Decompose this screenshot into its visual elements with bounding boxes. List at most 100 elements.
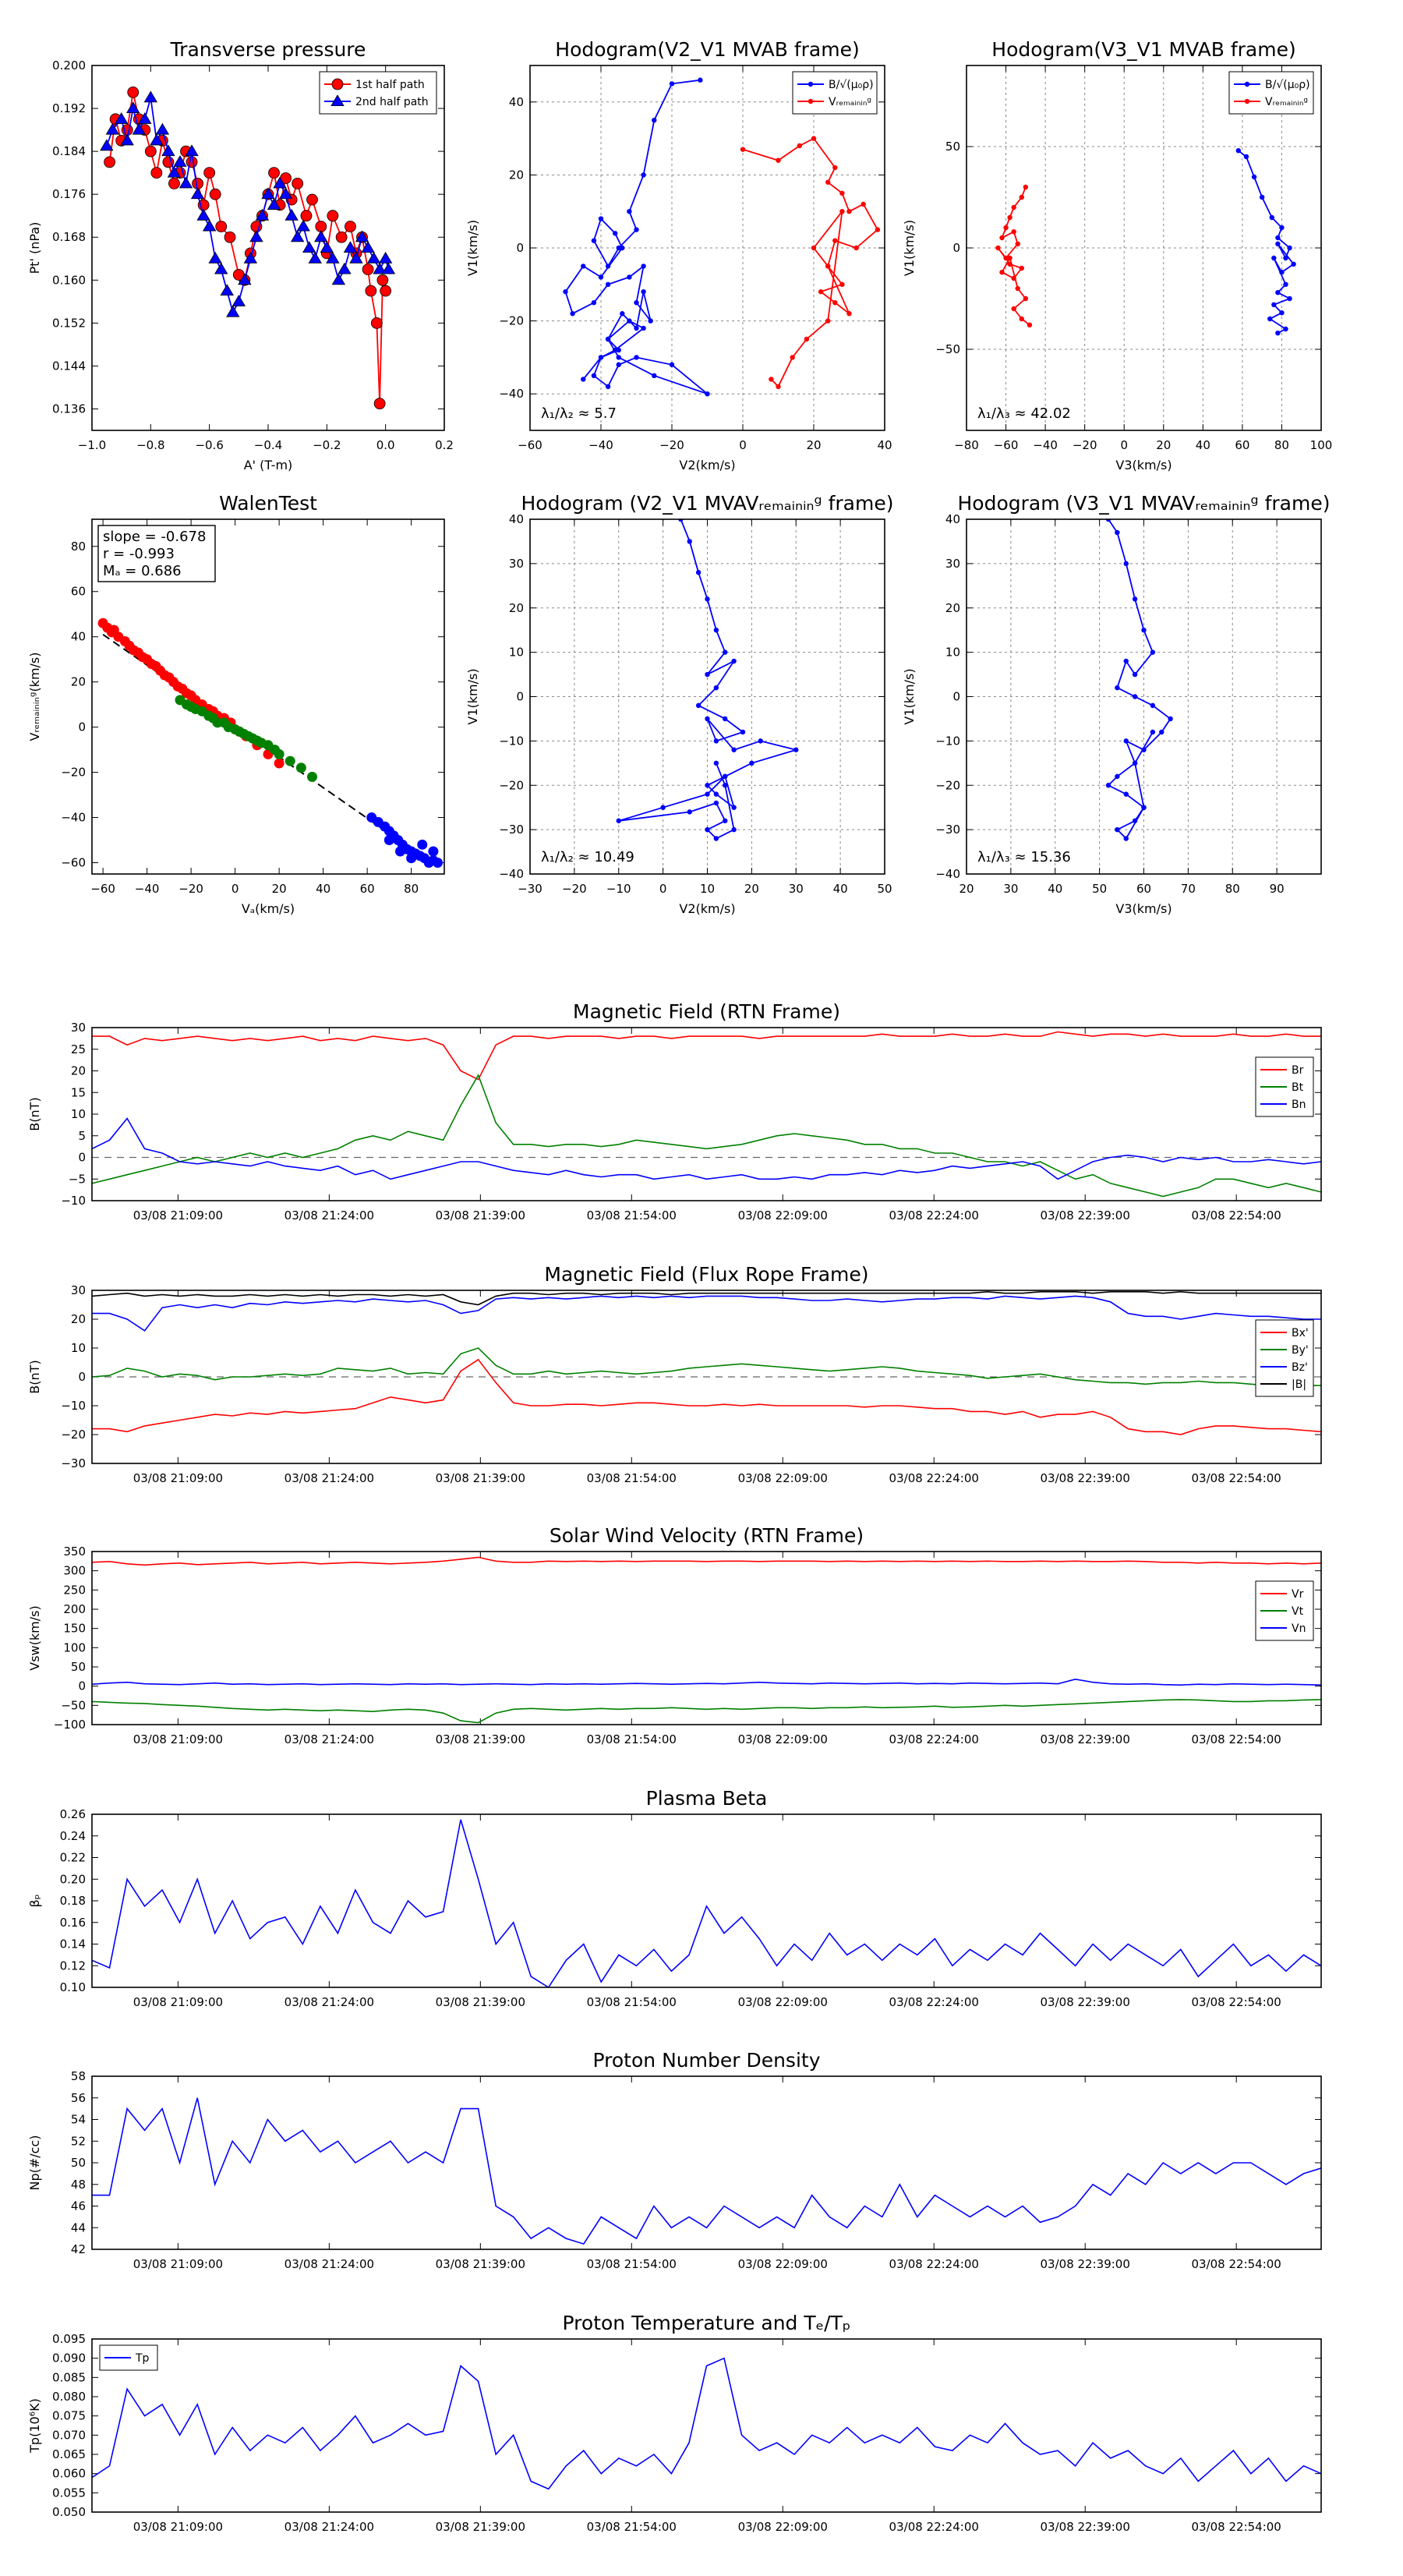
- data-point: [1023, 184, 1029, 190]
- series-line: [92, 1347, 1321, 1388]
- x-tick-label: −60: [518, 438, 542, 452]
- x-tick-label: 03/08 21:39:00: [436, 1471, 525, 1485]
- data-point: [178, 176, 193, 189]
- data-point: [1283, 281, 1288, 287]
- chart-title: Hodogram (V2_V1 MVAVᵣₑₘₐᵢₙᵢₙᵍ frame): [521, 492, 893, 515]
- data-point: [1271, 302, 1277, 307]
- data-point: [126, 101, 140, 114]
- series-1: [995, 184, 1033, 327]
- x-tick-label: 03/08 21:09:00: [133, 2520, 223, 2534]
- plot-area: [995, 148, 1296, 336]
- x-tick-label: −0.2: [313, 438, 341, 452]
- x-tick-label: −0.4: [254, 438, 282, 452]
- series-line: [92, 1556, 1321, 1566]
- y-tick-label: 0: [78, 720, 86, 734]
- series-line: [92, 1117, 1321, 1180]
- data-point: [224, 231, 236, 243]
- series-0: [92, 1819, 1321, 1987]
- y-tick-label: 46: [71, 2199, 86, 2213]
- data-point: [713, 627, 719, 633]
- data-point: [1007, 214, 1012, 221]
- data-point: [278, 187, 293, 200]
- data-point: [308, 251, 322, 264]
- x-tick-label: 60: [1235, 438, 1249, 452]
- data-point: [150, 167, 163, 179]
- data-point: [605, 336, 611, 342]
- data-point: [1019, 316, 1024, 322]
- x-tick-label: 03/08 22:24:00: [889, 2520, 979, 2534]
- data-point: [705, 596, 710, 602]
- data-point: [273, 176, 287, 189]
- y-tick-label: 10: [945, 646, 960, 660]
- series-line: [564, 79, 709, 395]
- data-point: [832, 238, 838, 243]
- legend-box: [1228, 71, 1314, 115]
- data-point: [238, 273, 252, 285]
- data-point: [731, 805, 737, 810]
- x-tick-label: 03/08 21:24:00: [284, 1995, 374, 2009]
- y-tick-label: 50: [945, 140, 960, 154]
- y-tick-label: 0: [952, 690, 960, 704]
- plot-area: [92, 1031, 1321, 1198]
- y-tick-label: −40: [61, 811, 86, 825]
- data-point: [641, 172, 646, 178]
- data-point: [797, 143, 802, 149]
- y-tick-label: 40: [71, 630, 86, 644]
- data-point: [627, 274, 632, 280]
- y-tick-label: 20: [509, 601, 524, 615]
- x-tick-label: 03/08 22:09:00: [738, 1732, 828, 1746]
- data-point: [1011, 229, 1016, 235]
- data-point: [307, 771, 317, 782]
- data-point: [274, 758, 284, 769]
- axes-frame: [91, 2338, 1322, 2513]
- data-point: [627, 209, 632, 214]
- x-tick-label: −60: [994, 438, 1019, 452]
- x-tick-label: 70: [1181, 882, 1196, 896]
- legend: B/√(μ₀ρ) Vᵣₑₘₐᵢₙᵢₙᵍ: [1228, 71, 1314, 115]
- data-point: [300, 210, 313, 222]
- x-tick-label: 03/08 21:09:00: [133, 1732, 223, 1746]
- chart-title: Hodogram(V3_V1 MVAB frame): [991, 38, 1295, 61]
- data-point: [731, 747, 737, 752]
- y-tick-label: 42: [71, 2242, 86, 2256]
- data-point: [648, 318, 653, 324]
- y-tick-label: 58: [71, 2069, 86, 2083]
- stats-line: slope = -0.678: [103, 529, 206, 545]
- y-tick-label: −30: [499, 823, 524, 837]
- data-point: [705, 391, 710, 397]
- data-point: [100, 139, 114, 151]
- data-point: [861, 201, 866, 207]
- data-point: [383, 835, 394, 846]
- data-point: [723, 783, 728, 788]
- data-point: [1291, 261, 1296, 267]
- data-point: [1271, 255, 1277, 261]
- series-line: [1238, 150, 1295, 334]
- series-0: [104, 87, 392, 409]
- data-point: [144, 145, 157, 157]
- y-tick-label: 20: [71, 1312, 86, 1326]
- y-tick-label: −20: [935, 778, 960, 792]
- data-point: [220, 284, 234, 296]
- data-point: [215, 221, 228, 232]
- data-point: [999, 270, 1005, 275]
- x-tick-label: 03/08 22:54:00: [1191, 2520, 1281, 2534]
- y-tick-label: 0.065: [52, 2447, 86, 2461]
- x-tick-label: 0: [739, 438, 747, 452]
- data-point: [1123, 738, 1129, 744]
- y-tick-label: 0: [78, 1151, 86, 1165]
- series-line: [92, 1074, 1321, 1198]
- x-tick-label: 03/08 21:09:00: [133, 1995, 223, 2009]
- data-point: [203, 167, 216, 179]
- data-point: [613, 231, 618, 236]
- x-tick-label: −20: [178, 882, 203, 896]
- data-point: [395, 846, 405, 857]
- data-point: [373, 398, 386, 409]
- chart-transverse-pressure: Transverse pressure −1.0 −0.8 −0.6 −0.4 −0.2 0…: [27, 38, 454, 472]
- y-tick-label: 0.090: [52, 2351, 86, 2365]
- series-line: [742, 137, 879, 388]
- series-line: [92, 2097, 1321, 2245]
- data-point: [1011, 306, 1016, 312]
- data-point: [320, 241, 334, 253]
- x-tick-label: 03/08 22:24:00: [889, 2257, 979, 2271]
- data-point: [1123, 658, 1129, 664]
